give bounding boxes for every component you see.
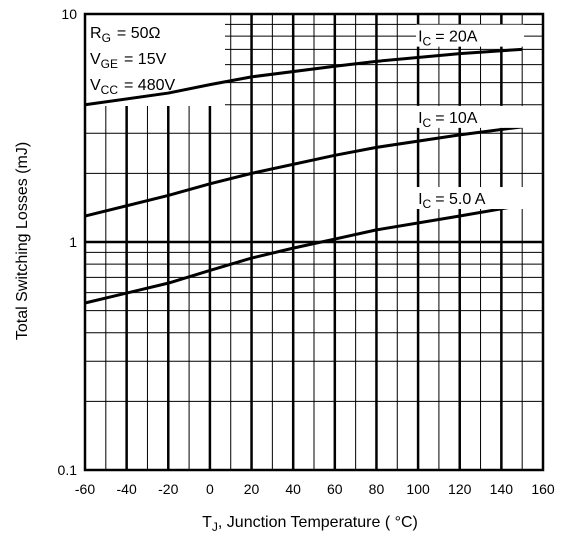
x-tick-label: 100 [406,481,430,497]
curve-label-name: I [418,29,422,46]
x-tick-label: 20 [244,481,260,497]
condition-0: RG = 50Ω [90,25,160,45]
x-axis-title-sub: J [212,520,218,533]
curve-label-0: IC = 20A [418,29,478,49]
x-tick-label: 0 [206,481,214,497]
curves [84,47,523,305]
series-line-1 [84,125,523,218]
condition-sub: G [102,31,111,45]
conditions-box [85,14,225,106]
y-tick-label: 1 [69,234,77,250]
x-tick-label: -20 [158,481,178,497]
x-tick-label: 140 [490,481,514,497]
x-axis-title-main: T [202,514,212,531]
x-tick-label: 160 [531,481,555,497]
series-line-2 [84,203,523,305]
curve-label-value: = 10A [435,110,478,127]
curve-label-1: IC = 10A [418,110,478,130]
curve-label-sub: C [423,197,432,211]
curve-label-value: = 20A [435,29,478,46]
x-tick-label: 120 [448,481,472,497]
curve-label-sub: C [423,116,432,130]
x-tick-label: -60 [75,481,95,497]
y-axis-title: Total Switching Losses (mJ) [14,142,31,340]
curve-label-name: I [418,110,422,127]
x-axis-title: TJ, Junction Temperature ( °C) [202,514,418,533]
curve-label-2: IC = 5.0 A [418,191,486,211]
plot-frame [83,12,545,472]
curve-label-bg [416,105,525,128]
condition-name: V [90,77,101,94]
curve-label-sub: C [423,35,432,49]
y-tick-labels: 10 1 0.1 [58,6,78,478]
curve-label-bg [416,24,525,47]
condition-name: V [90,51,101,68]
condition-value: = 15V [124,51,167,68]
condition-2: VCC = 480V [90,77,176,97]
condition-sub: GE [101,57,118,71]
grid-major [85,14,543,470]
x-tick-label: 80 [369,481,385,497]
grid-minor [85,14,543,470]
condition-value: = 50Ω [117,25,161,42]
y-tick-label: 10 [61,6,77,22]
condition-sub: CC [101,83,119,97]
y-tick-label: 0.1 [58,462,78,478]
x-tick-label: 40 [285,481,301,497]
x-tick-labels: -60 -40 -20 0 20 40 60 80 100 120 140 160 [75,481,555,497]
x-tick-label: 60 [327,481,343,497]
curve-label-bg [416,187,525,210]
series-line-0 [84,47,523,107]
curve-label-name: I [418,191,422,208]
condition-1: VGE = 15V [90,51,167,71]
condition-name: R [90,25,102,42]
curve-label-value: = 5.0 A [435,191,486,208]
x-axis-title-rest: , Junction Temperature ( °C) [218,514,418,531]
condition-value: = 480V [124,77,175,94]
x-tick-label: -40 [117,481,137,497]
